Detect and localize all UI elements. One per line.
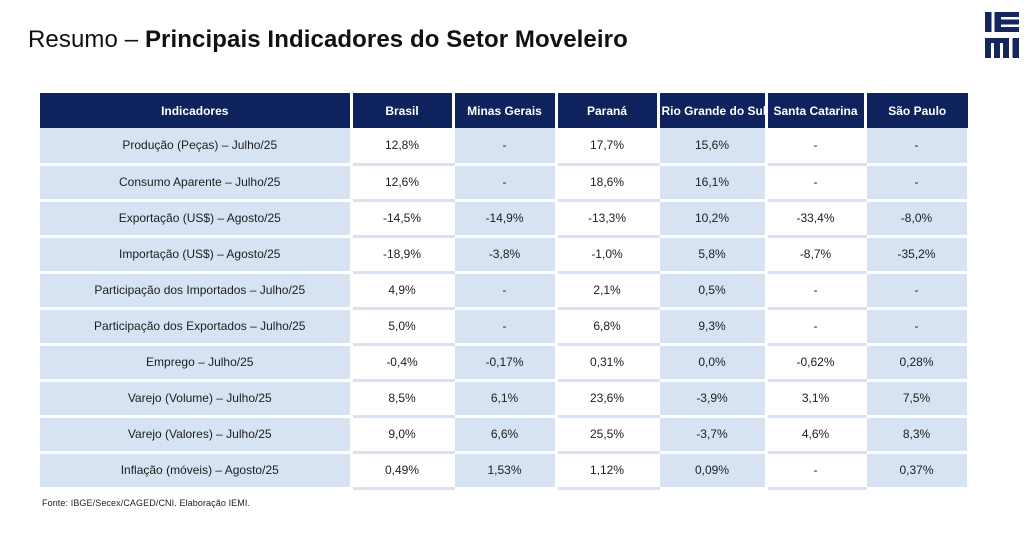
value-cell: - [451, 164, 558, 202]
indicator-label: Importação (US$) – Agosto/25 [40, 236, 353, 274]
value-cell: -1,0% [556, 236, 658, 274]
value-cell: 23,6% [556, 380, 658, 418]
table-row: Varejo (Volume) – Julho/25 8,5% 6,1% 23,6% -… [40, 380, 970, 418]
indicator-label: Exportação (US$) – Agosto/25 [40, 200, 353, 238]
value-cell: 12,6% [351, 164, 453, 202]
page-title: Resumo – Principais Indicadores do Setor… [28, 26, 628, 54]
value-cell: -3,8% [451, 236, 558, 274]
iemi-logo-icon [985, 12, 1019, 58]
page-title-prefix: Resumo – [28, 26, 145, 53]
value-cell: 7,5% [863, 380, 970, 418]
value-cell: 0,09% [656, 452, 768, 490]
value-cell: -0,17% [451, 344, 558, 382]
column-header-brasil: Brasil [351, 93, 455, 128]
value-cell: 5,8% [656, 236, 768, 274]
column-header-minas-gerais: Minas Gerais [453, 93, 558, 128]
indicator-label: Participação dos Exportados – Julho/25 [40, 308, 353, 346]
value-cell: -18,9% [351, 236, 453, 274]
value-cell: 12,8% [351, 128, 453, 166]
value-cell: - [451, 272, 558, 310]
value-cell: 1,12% [556, 452, 658, 490]
value-cell: - [766, 128, 865, 166]
value-cell: 8,3% [863, 416, 970, 454]
indicator-label: Varejo (Volume) – Julho/25 [40, 380, 353, 418]
value-cell: -3,9% [656, 380, 768, 418]
value-cell: 17,7% [556, 128, 658, 166]
indicators-table: Indicadores Brasil Minas Gerais Paraná Rio G… [40, 93, 970, 490]
table-row: Consumo Aparente – Julho/25 12,6% -18,6% 16… [40, 164, 970, 202]
value-cell: 16,1% [656, 164, 768, 202]
value-cell: 6,6% [451, 416, 558, 454]
value-cell: - [863, 308, 970, 346]
value-cell: - [451, 128, 558, 166]
value-cell: -33,4% [766, 200, 865, 238]
value-cell: 6,1% [451, 380, 558, 418]
value-cell: 0,28% [863, 344, 970, 382]
value-cell: 0,5% [656, 272, 768, 310]
value-cell: 3,1% [766, 380, 865, 418]
value-cell: 18,6% [556, 164, 658, 202]
value-cell: - [766, 308, 865, 346]
value-cell: 4,9% [351, 272, 453, 310]
value-cell: 1,53% [451, 452, 558, 490]
source-note: Fonte: IBGE/Secex/CAGED/CNI. Elaboração … [42, 498, 251, 508]
value-cell: -3,7% [656, 416, 768, 454]
value-cell: -0,4% [351, 344, 453, 382]
table-row: Inflação (móveis) – Agosto/25 0,49% 1,53% 1… [40, 452, 970, 490]
value-cell: - [863, 164, 970, 202]
table-row: Importação (US$) – Agosto/25 -18,9% -3,8% -… [40, 236, 970, 274]
table-row: Participação dos Exportados – Julho/25 5,… [40, 308, 970, 346]
value-cell: 2,1% [556, 272, 658, 310]
indicator-label: Produção (Peças) – Julho/25 [40, 128, 353, 166]
indicator-label: Inflação (móveis) – Agosto/25 [40, 452, 353, 490]
value-cell: 25,5% [556, 416, 658, 454]
table-row: Produção (Peças) – Julho/25 12,8% -17,7% 15… [40, 128, 970, 166]
value-cell: - [863, 128, 970, 166]
value-cell: 0,0% [656, 344, 768, 382]
column-header-sao-paulo: São Paulo [865, 93, 968, 128]
value-cell: - [451, 308, 558, 346]
value-cell: -35,2% [863, 236, 970, 274]
table-row: Emprego – Julho/25 -0,4% -0,17% 0,31% 0,0% -0… [40, 344, 970, 382]
table-row: Participação dos Importados – Julho/25 4,… [40, 272, 970, 310]
value-cell: 5,0% [351, 308, 453, 346]
value-cell: -14,9% [451, 200, 558, 238]
value-cell: 15,6% [656, 128, 768, 166]
value-cell: 6,8% [556, 308, 658, 346]
iemi-logo [985, 12, 1019, 59]
value-cell: -13,3% [556, 200, 658, 238]
column-header-indicadores: Indicadores [40, 93, 353, 128]
value-cell: 0,49% [351, 452, 453, 490]
table-row: Varejo (Valores) – Julho/25 9,0% 6,6% 25,5%… [40, 416, 970, 454]
column-header-santa-catarina: Santa Catarina [766, 93, 867, 128]
column-header-rio-grande-do-sul: Rio Grande do Sul [658, 93, 768, 128]
table-header-row: Indicadores Brasil Minas Gerais Paraná Rio G… [40, 93, 968, 128]
value-cell: -0,62% [766, 344, 865, 382]
value-cell: - [863, 272, 970, 310]
value-cell: - [766, 272, 865, 310]
value-cell: 4,6% [766, 416, 865, 454]
indicator-label: Participação dos Importados – Julho/25 [40, 272, 353, 310]
indicator-label: Consumo Aparente – Julho/25 [40, 164, 353, 202]
value-cell: 10,2% [656, 200, 768, 238]
indicator-label: Emprego – Julho/25 [40, 344, 353, 382]
value-cell: - [766, 164, 865, 202]
page-title-main: Principais Indicadores do Setor Moveleir… [144, 26, 628, 53]
value-cell: -8,0% [863, 200, 970, 238]
value-cell: 9,3% [656, 308, 768, 346]
value-cell: - [766, 452, 865, 490]
value-cell: -8,7% [766, 236, 865, 274]
column-header-parana: Paraná [556, 93, 660, 128]
value-cell: 8,5% [351, 380, 453, 418]
value-cell: -14,5% [351, 200, 453, 238]
value-cell: 0,31% [556, 344, 658, 382]
table-row: Exportação (US$) – Agosto/25 -14,5% -14,9%… [40, 200, 970, 238]
indicator-label: Varejo (Valores) – Julho/25 [40, 416, 353, 454]
value-cell: 9,0% [351, 416, 453, 454]
value-cell: 0,37% [863, 452, 970, 490]
